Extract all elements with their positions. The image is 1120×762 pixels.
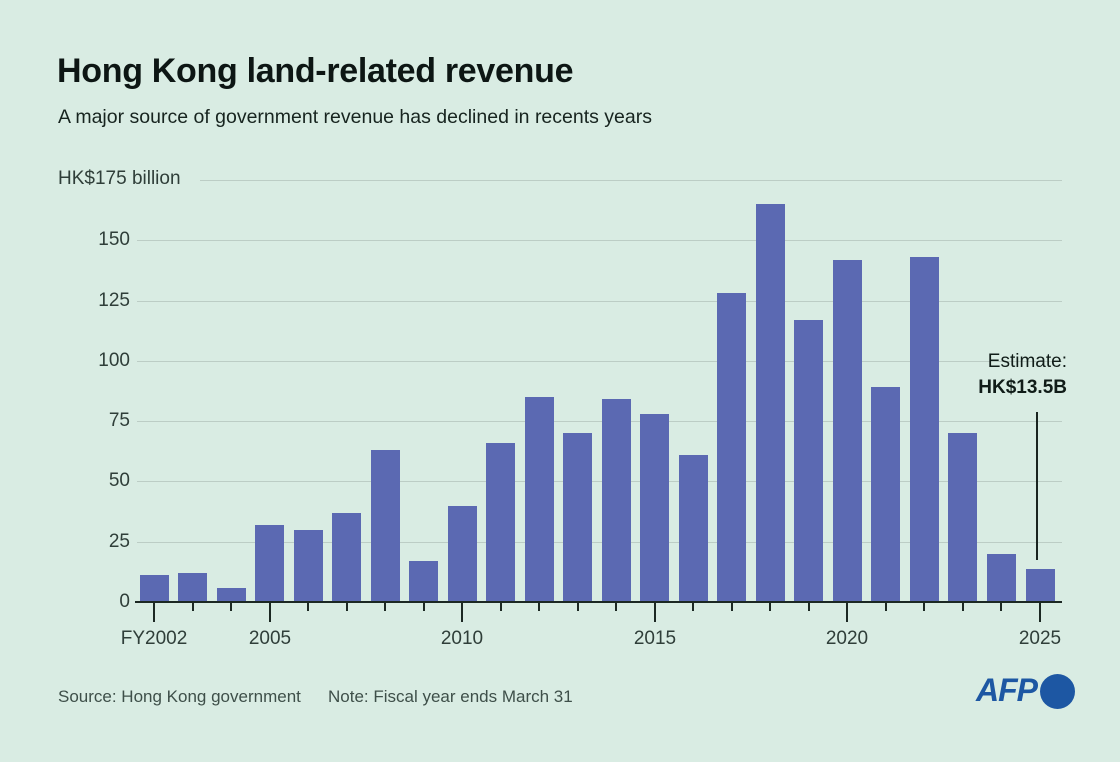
x-axis-tick — [962, 602, 964, 611]
x-axis-tick — [615, 602, 617, 611]
y-axis-tick-label: 125 — [98, 290, 130, 311]
revenue-bar-FY2015 — [640, 414, 669, 602]
revenue-bar-FY2014 — [602, 399, 631, 602]
revenue-bar-FY2011 — [486, 443, 515, 602]
x-axis-tick — [846, 602, 848, 622]
revenue-bar-FY2016 — [679, 455, 708, 602]
revenue-bar-FY2012 — [525, 397, 554, 602]
y-axis-tick-label: 25 — [108, 531, 130, 552]
afp-logo-text: AFP — [976, 672, 1038, 708]
revenue-bar-FY2019 — [794, 320, 823, 602]
revenue-bar-FY2023 — [948, 433, 977, 602]
gridline-125 — [137, 301, 1062, 302]
revenue-bar-FY2008 — [371, 450, 400, 602]
revenue-bar-FY2009 — [409, 561, 438, 602]
revenue-bar-FY2007 — [332, 513, 361, 602]
estimate-pointer-line — [1036, 412, 1038, 560]
x-axis-tick — [731, 602, 733, 611]
x-axis-line — [135, 601, 1062, 603]
x-axis-tick — [384, 602, 386, 611]
source-text: Source: Hong Kong government — [58, 687, 301, 706]
revenue-bar-FY2003 — [178, 573, 207, 602]
x-axis-tick — [307, 602, 309, 611]
x-axis-tick — [1039, 602, 1041, 622]
x-axis-tick — [1000, 602, 1002, 611]
x-axis-tick — [500, 602, 502, 611]
x-axis-tick — [230, 602, 232, 611]
x-axis-tick — [923, 602, 925, 611]
revenue-bar-FY2025 — [1026, 569, 1055, 602]
revenue-bar-FY2004 — [217, 588, 246, 602]
revenue-bar-FY2022 — [910, 257, 939, 602]
x-axis-year-label: 2015 — [633, 628, 677, 649]
chart-title: Hong Kong land-related revenue — [57, 52, 574, 90]
estimate-label: Estimate: — [987, 351, 1067, 372]
afp-logo-circle-icon — [1040, 674, 1075, 709]
gridline-50 — [137, 481, 1062, 482]
revenue-bar-FY2020 — [833, 260, 862, 602]
x-axis-year-label: 2005 — [248, 628, 292, 649]
revenue-bar-FY2006 — [294, 530, 323, 602]
y-axis-tick-label: 50 — [108, 470, 130, 491]
afp-logo: AFP — [976, 672, 1075, 712]
x-axis-tick — [808, 602, 810, 611]
y-axis-tick-label: 75 — [108, 410, 130, 431]
x-axis-year-label: 2010 — [440, 628, 484, 649]
x-axis-year-label: 2020 — [825, 628, 869, 649]
revenue-bar-FY2021 — [871, 387, 900, 602]
gridline-75 — [137, 421, 1062, 422]
x-axis-tick — [885, 602, 887, 611]
x-axis-tick — [461, 602, 463, 622]
x-axis-tick — [153, 602, 155, 622]
estimate-value: HK$13.5B — [978, 377, 1067, 398]
y-axis-unit-label: HK$175 billion — [58, 168, 181, 189]
x-axis-year-label: FY2002 — [120, 628, 188, 649]
revenue-bar-FY2005 — [255, 525, 284, 602]
y-axis-tick-label: 100 — [98, 350, 130, 371]
x-axis-tick — [346, 602, 348, 611]
x-axis-tick — [577, 602, 579, 611]
x-axis-tick — [192, 602, 194, 611]
chart-subtitle: A major source of government revenue has… — [58, 106, 652, 128]
revenue-bar-FY2013 — [563, 433, 592, 602]
y-axis-tick-label: 150 — [98, 229, 130, 250]
revenue-bar-FY2024 — [987, 554, 1016, 602]
revenue-bar-FY2002 — [140, 575, 169, 602]
gridline-100 — [137, 361, 1062, 362]
x-axis-tick — [692, 602, 694, 611]
x-axis-tick — [769, 602, 771, 611]
x-axis-tick — [538, 602, 540, 611]
y-axis-tick-label: 0 — [119, 591, 130, 612]
x-axis-tick — [654, 602, 656, 622]
gridline-25 — [137, 542, 1062, 543]
gridline-175 — [200, 180, 1062, 181]
revenue-bar-FY2010 — [448, 506, 477, 602]
x-axis-tick — [423, 602, 425, 611]
x-axis-tick — [269, 602, 271, 622]
gridline-150 — [137, 240, 1062, 241]
revenue-bar-FY2017 — [717, 293, 746, 602]
note-text: Note: Fiscal year ends March 31 — [328, 687, 573, 706]
revenue-bar-FY2018 — [756, 204, 785, 602]
estimate-annotation: Estimate: HK$13.5B — [978, 349, 1067, 401]
x-axis-year-label: 2025 — [1018, 628, 1062, 649]
